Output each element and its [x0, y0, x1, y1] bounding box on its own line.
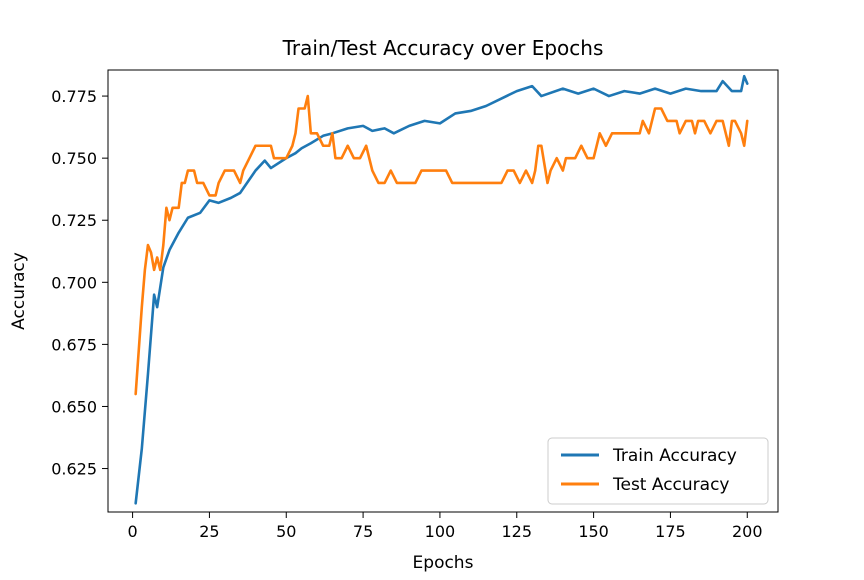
- x-axis-label: Epochs: [413, 553, 474, 573]
- y-tick-label: 0.650: [51, 397, 97, 416]
- y-axis-label: Accuracy: [9, 252, 29, 330]
- y-tick-label: 0.700: [51, 273, 97, 292]
- x-tick-label: 200: [732, 522, 763, 541]
- y-tick-label: 0.750: [51, 149, 97, 168]
- x-tick-label: 0: [127, 522, 137, 541]
- y-tick-label: 0.725: [51, 211, 97, 230]
- x-tick-label: 150: [578, 522, 609, 541]
- y-axis-ticks: 0.625 0.650 0.675 0.700 0.725 0.750 0.775: [51, 87, 108, 479]
- train-accuracy-line: [134, 74, 749, 505]
- legend-train-label: Train Accuracy: [612, 446, 737, 466]
- chart-title: Train/Test Accuracy over Epochs: [282, 36, 604, 60]
- x-tick-label: 100: [425, 522, 456, 541]
- plot-layer: [134, 74, 749, 505]
- legend: Train Accuracy Test Accuracy: [547, 437, 769, 505]
- y-tick-label: 0.775: [51, 87, 97, 106]
- x-tick-label: 125: [501, 522, 532, 541]
- x-tick-label: 75: [353, 522, 373, 541]
- y-tick-label: 0.675: [51, 335, 97, 354]
- legend-test-label: Test Accuracy: [612, 475, 730, 495]
- test-accuracy-line: [134, 94, 749, 396]
- y-tick-label: 0.625: [51, 460, 97, 479]
- x-tick-label: 175: [655, 522, 686, 541]
- plot-frame: [107, 69, 779, 513]
- x-tick-label: 50: [276, 522, 296, 541]
- legend-box: [547, 437, 769, 505]
- x-axis-ticks: 0 25 50 75 100 125 150 175 200: [127, 512, 763, 541]
- x-tick-label: 25: [199, 522, 219, 541]
